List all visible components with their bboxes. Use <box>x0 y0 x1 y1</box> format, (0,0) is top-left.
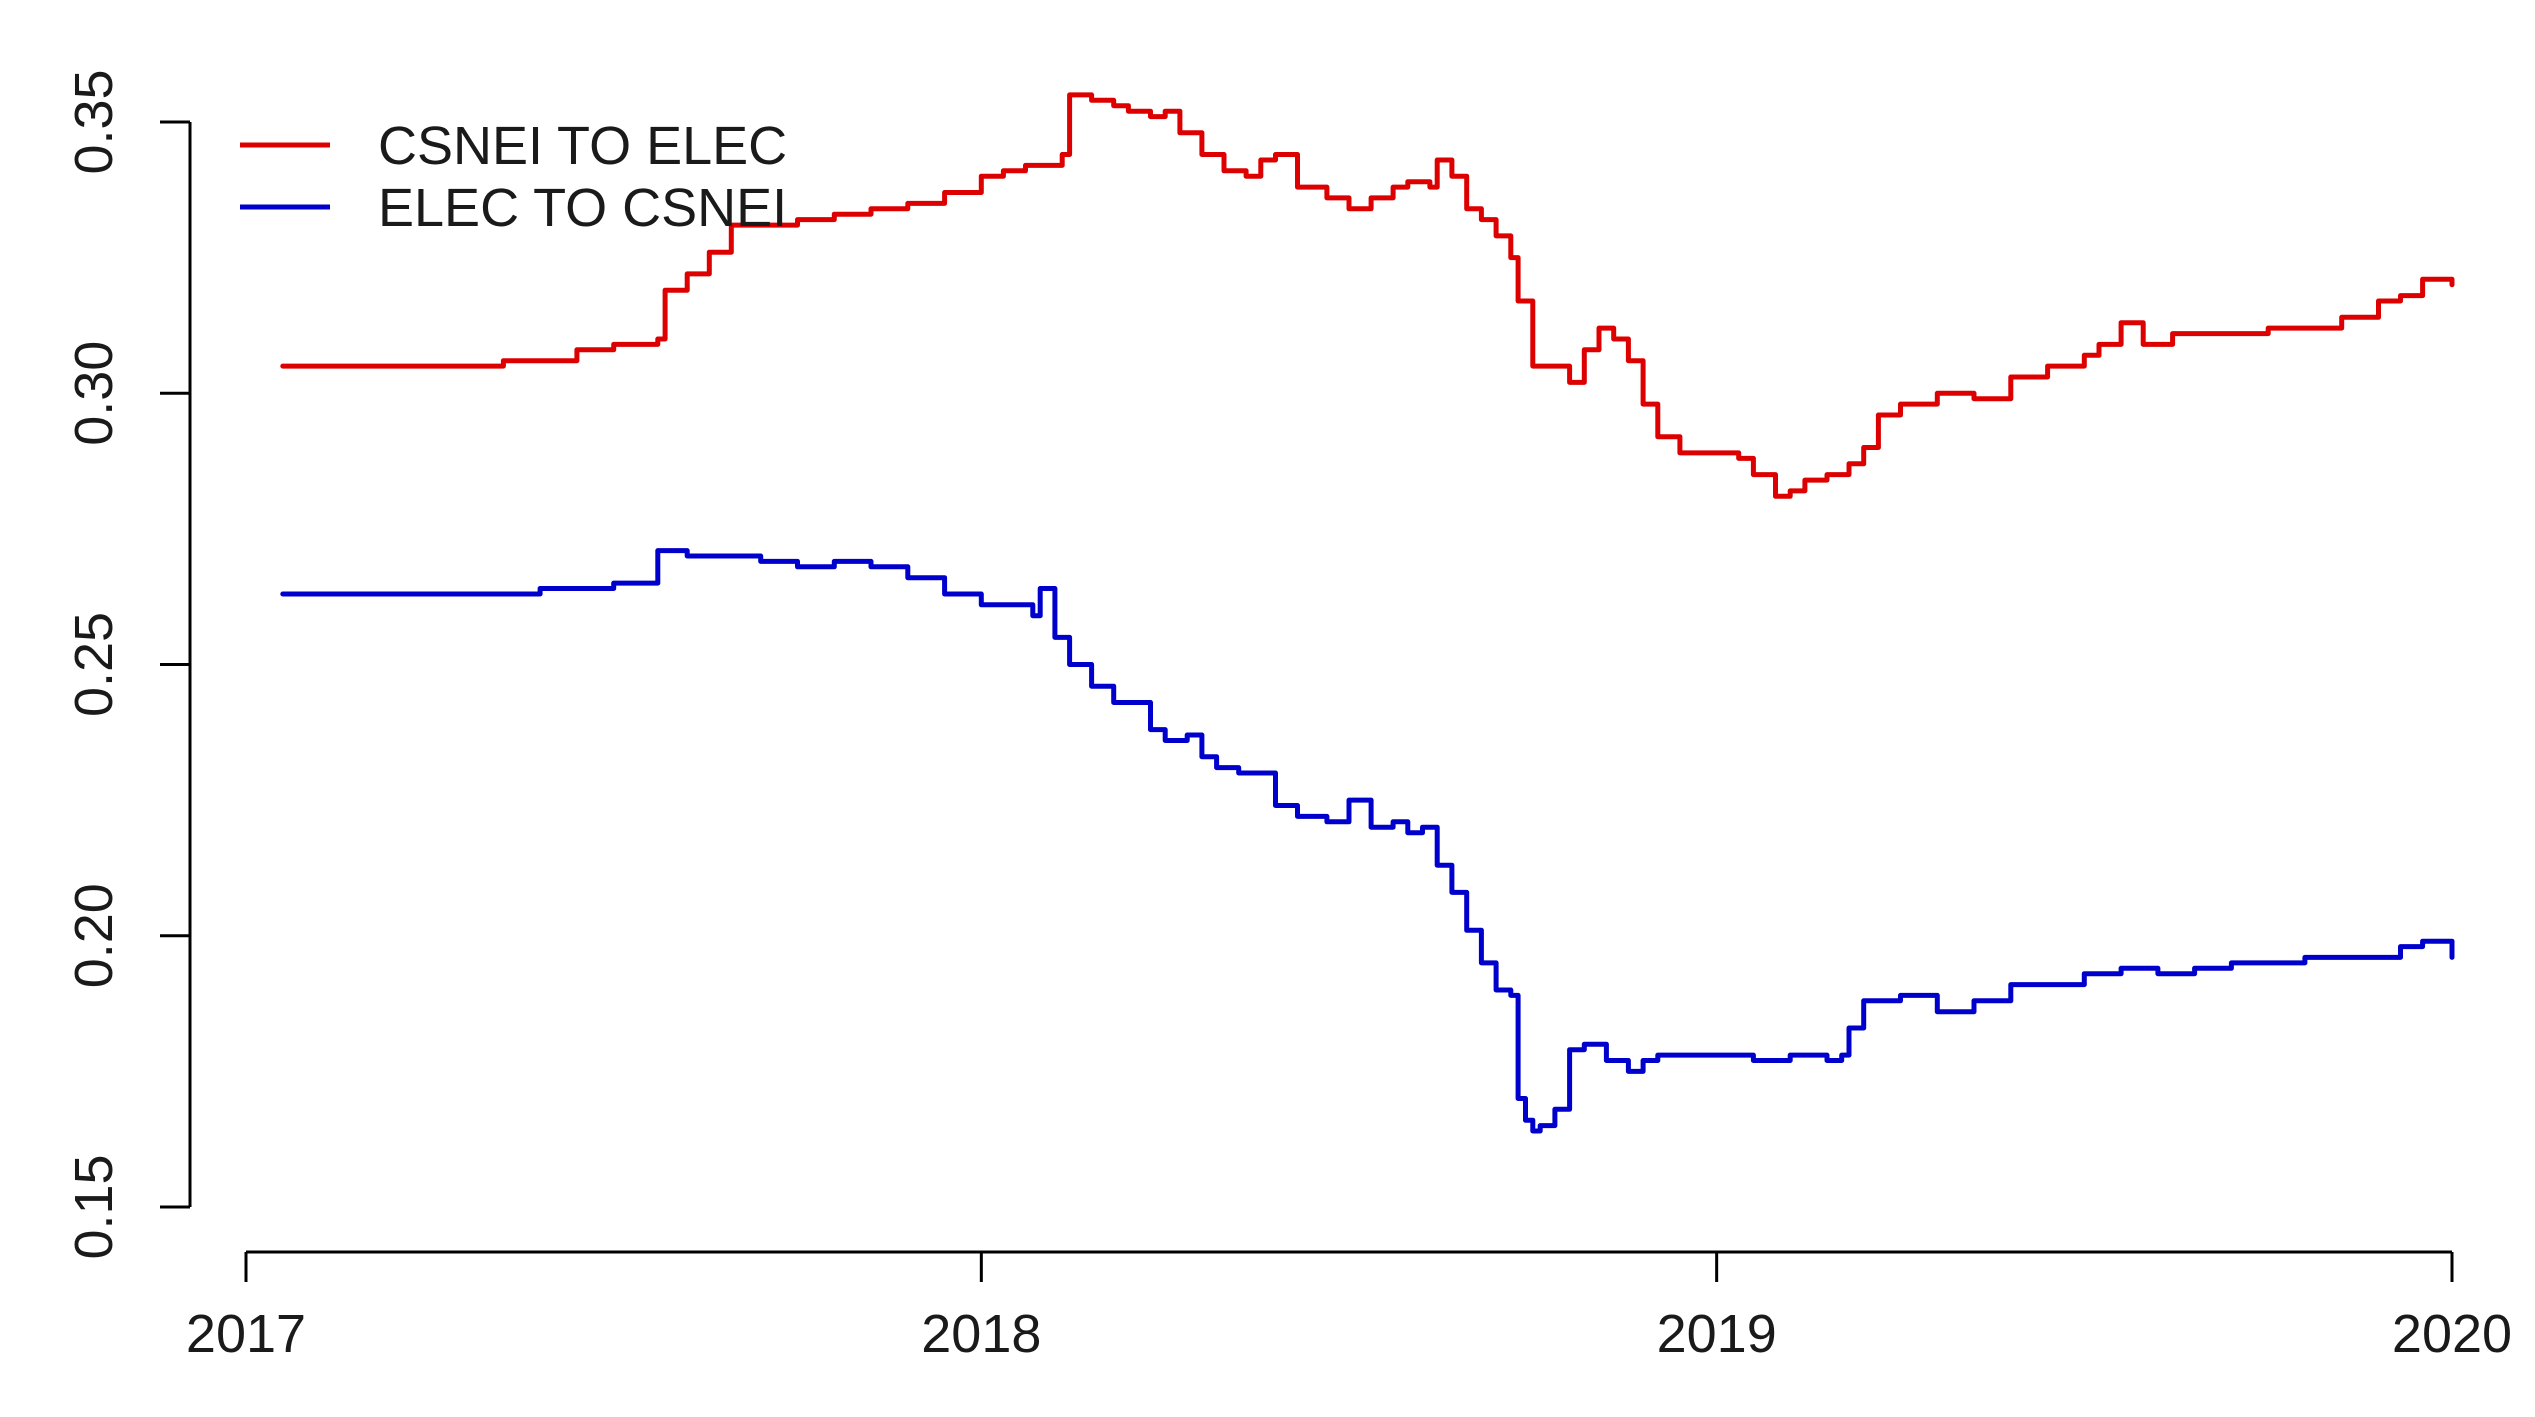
y-axis: 0.15 0.20 0.25 0.30 0.35 <box>64 69 192 1260</box>
legend-label: ELEC TO CSNEI <box>378 178 787 238</box>
y-tick-label: 0.20 <box>64 883 124 988</box>
legend-label: CSNEI TO ELEC <box>378 116 787 176</box>
x-axis: 2017 2018 2019 2020 <box>186 1250 2512 1364</box>
y-tick-label: 0.15 <box>64 1154 124 1259</box>
x-tick-label: 2018 <box>921 1304 1041 1364</box>
y-tick-label: 0.30 <box>64 341 124 446</box>
x-tick-label: 2019 <box>1657 1304 1777 1364</box>
y-tick-label: 0.25 <box>64 612 124 717</box>
y-tick-label: 0.35 <box>64 69 124 174</box>
x-tick-label: 2020 <box>2392 1304 2512 1364</box>
x-tick-label: 2017 <box>186 1304 306 1364</box>
series-line-1 <box>280 92 2455 499</box>
series-line-2 <box>280 548 2455 1134</box>
series-layer <box>280 92 2455 1134</box>
